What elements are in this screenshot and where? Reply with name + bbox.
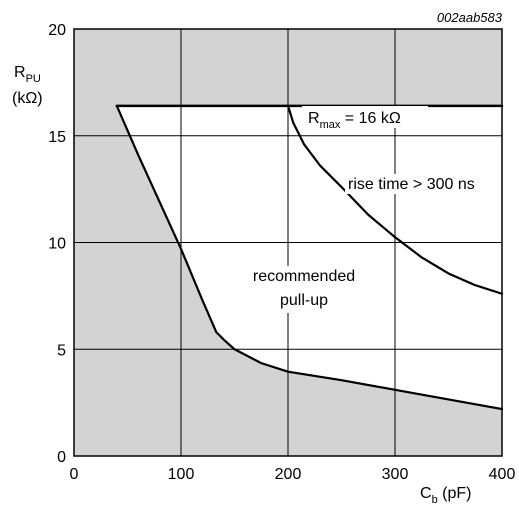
- x-tick-label-200: 200: [275, 466, 302, 483]
- x-tick-labels: 0 100 200 300 400: [70, 466, 516, 483]
- y-tick-label-0: 0: [57, 449, 66, 466]
- series-line-rise-time: [286, 104, 504, 295]
- y-tick-label-5: 5: [57, 342, 66, 359]
- y-axis-label-main: R: [14, 64, 26, 81]
- y-axis-label: RPU: [14, 64, 41, 85]
- rmax-label-bg: [302, 106, 428, 128]
- region-label-bg: [249, 266, 361, 313]
- x-tick-label-400: 400: [489, 466, 516, 483]
- grid: [74, 29, 502, 456]
- x-axis-label-unit: (pF): [438, 485, 472, 502]
- y-tick-labels: 0 5 10 15 20: [48, 22, 66, 466]
- rise-time-annotation: rise time > 300 ns: [348, 176, 475, 193]
- y-axis-unit: (kΩ): [12, 90, 43, 107]
- x-tick-label-300: 300: [382, 466, 409, 483]
- rmax-annotation-sub: max: [320, 119, 341, 131]
- rise-time-label-bg: [345, 174, 493, 194]
- series-line-min-pullup: [115, 104, 504, 411]
- x-tick-label-100: 100: [168, 466, 195, 483]
- rmax-annotation: Rmax = 16 kΩ: [308, 110, 401, 131]
- x-axis-label-main: C: [420, 485, 432, 502]
- rmax-annotation-rest: = 16 kΩ: [340, 110, 400, 127]
- plot-frame: [73, 28, 503, 457]
- rmax-annotation-main: R: [308, 110, 320, 127]
- y-tick-label-15: 15: [48, 129, 66, 146]
- figure-code: 002aab583: [437, 10, 503, 25]
- region-label-line2: pull-up: [280, 292, 328, 309]
- series-lines: [115, 104, 504, 411]
- x-axis-label: Cb (pF): [420, 485, 471, 506]
- x-axis-label-sub: b: [432, 494, 438, 506]
- y-tick-label-20: 20: [48, 22, 66, 39]
- x-tick-label-0: 0: [70, 466, 79, 483]
- y-tick-label-10: 10: [48, 236, 66, 253]
- y-axis-label-sub: PU: [26, 73, 41, 85]
- region-label-line1: recommended: [253, 268, 355, 285]
